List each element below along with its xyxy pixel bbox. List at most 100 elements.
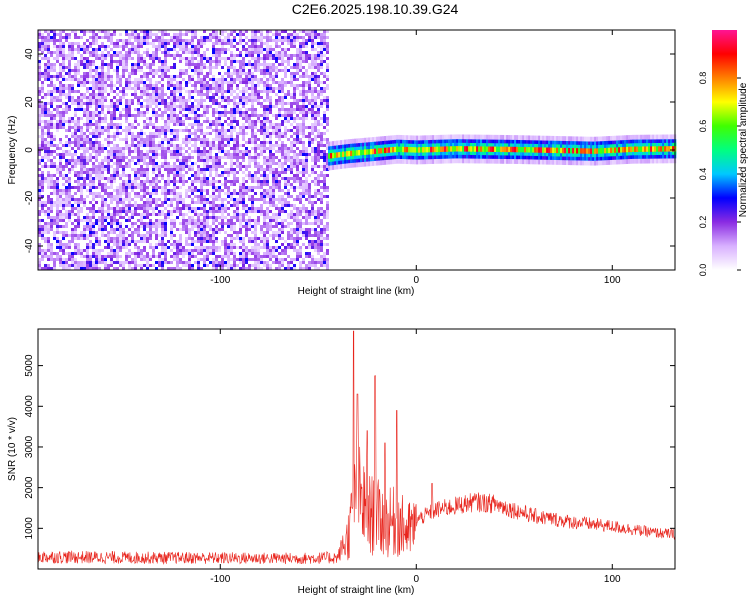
spectrogram-cell <box>59 30 62 33</box>
spectrogram-cell <box>131 222 134 225</box>
spectrogram-cell <box>299 177 302 180</box>
spectrogram-cell <box>86 237 89 240</box>
spectrogram-cell <box>296 186 299 189</box>
spectrogram-cell <box>122 159 125 162</box>
spectrogram-cell <box>50 111 53 114</box>
spectrogram-cell <box>50 165 53 168</box>
spectrogram-cell <box>248 198 251 201</box>
spectrogram-cell <box>221 51 224 54</box>
spectrogram-cell <box>101 189 104 192</box>
spectrogram-cell <box>182 120 185 123</box>
spectrogram-cell <box>173 120 176 123</box>
spectrogram-cell <box>143 159 146 162</box>
spectrogram-cell <box>146 201 149 204</box>
spectrogram-cell <box>122 48 125 51</box>
spectrogram-cell <box>260 153 263 156</box>
spectrogram-cell <box>269 126 272 129</box>
spectrogram-cell <box>209 234 212 237</box>
spectrogram-cell <box>122 66 125 69</box>
spectrogram-cell <box>74 102 77 105</box>
spectrogram-cell <box>161 78 164 81</box>
spectrogram-cell <box>62 153 65 156</box>
spectrogram-cell <box>113 231 116 234</box>
spectrogram-cell <box>155 81 158 84</box>
spectrogram-cell <box>263 162 266 165</box>
spectrogram-cell <box>215 261 218 264</box>
spectrogram-cell <box>236 207 239 210</box>
spectrogram-cell <box>59 156 62 159</box>
spectrogram-cell <box>212 252 215 255</box>
spectrogram-cell <box>107 156 110 159</box>
spectrogram-cell <box>122 204 125 207</box>
spectrogram-cell <box>197 159 200 162</box>
spectrogram-cell <box>131 231 134 234</box>
spectrogram-cell <box>227 264 230 267</box>
spectrogram-cell <box>77 174 80 177</box>
spectrogram-cell <box>206 105 209 108</box>
spectrogram-cell <box>155 213 158 216</box>
spectrogram-cell <box>224 162 227 165</box>
spectrogram-cell <box>167 240 170 243</box>
spectrogram-cell <box>164 246 167 249</box>
spectrogram-cell <box>233 174 236 177</box>
spectrogram-cell <box>281 153 284 156</box>
spectrogram-cell <box>293 39 296 42</box>
spectrogram-cell <box>275 126 278 129</box>
spectrogram-cell <box>278 195 281 198</box>
spectrogram-cell <box>125 186 128 189</box>
spectrogram-cell <box>113 108 116 111</box>
spectrogram-cell <box>260 225 263 228</box>
spectrogram-cell <box>296 48 299 51</box>
spectrogram-cell <box>56 153 59 156</box>
spectrogram-cell <box>287 234 290 237</box>
spectrogram-cell <box>110 39 113 42</box>
spectrogram-cell <box>68 45 71 48</box>
spectrogram-cell <box>191 267 194 270</box>
spectrogram-cell <box>68 180 71 183</box>
spectrogram-cell <box>215 156 218 159</box>
spectrogram-cell <box>239 156 242 159</box>
spectrogram-cell <box>164 198 167 201</box>
spectrogram-cell <box>239 165 242 168</box>
spectrogram-cell <box>89 255 92 258</box>
spectrogram-cell <box>71 42 74 45</box>
spectrogram-cell <box>50 228 53 231</box>
spectrogram-cell <box>179 57 182 60</box>
spectrogram-cell <box>275 225 278 228</box>
spectrogram-cell <box>272 159 275 162</box>
spectrogram-cell <box>275 168 278 171</box>
spectrogram-cell <box>83 108 86 111</box>
spectrogram-cell <box>125 144 128 147</box>
spectrogram-cell <box>254 174 257 177</box>
spectrogram-cell <box>89 159 92 162</box>
spectrogram-cell <box>293 93 296 96</box>
spectrogram-cell <box>194 255 197 258</box>
spectrogram-cell <box>230 126 233 129</box>
spectrogram-cell <box>62 87 65 90</box>
spectrogram-cell <box>293 72 296 75</box>
spectrogram-cell <box>200 231 203 234</box>
spectrogram-cell <box>281 162 284 165</box>
spectrogram-cell <box>131 159 134 162</box>
spectrogram-cell <box>299 261 302 264</box>
spectrogram-cell <box>53 267 56 270</box>
spectrogram-cell <box>272 186 275 189</box>
spectrogram-cell <box>299 198 302 201</box>
spectrogram-cell <box>170 111 173 114</box>
spectrogram-cell <box>287 195 290 198</box>
spectrogram-cell <box>203 261 206 264</box>
spectrogram-cell <box>284 198 287 201</box>
spectrogram-cell <box>227 267 230 270</box>
spectrogram-cell <box>302 36 305 39</box>
spectrogram-cell <box>77 264 80 267</box>
spectrogram-cell <box>173 42 176 45</box>
spectrogram-cell <box>50 135 53 138</box>
spectrogram-cell <box>188 60 191 63</box>
spectrogram-cell <box>296 54 299 57</box>
spectrogram-cell <box>179 69 182 72</box>
spectrogram-cell <box>56 51 59 54</box>
spectrogram-cell <box>50 201 53 204</box>
spectrogram-cell <box>164 258 167 261</box>
spectrogram-cell <box>44 231 47 234</box>
spectrogram-cell <box>134 177 137 180</box>
